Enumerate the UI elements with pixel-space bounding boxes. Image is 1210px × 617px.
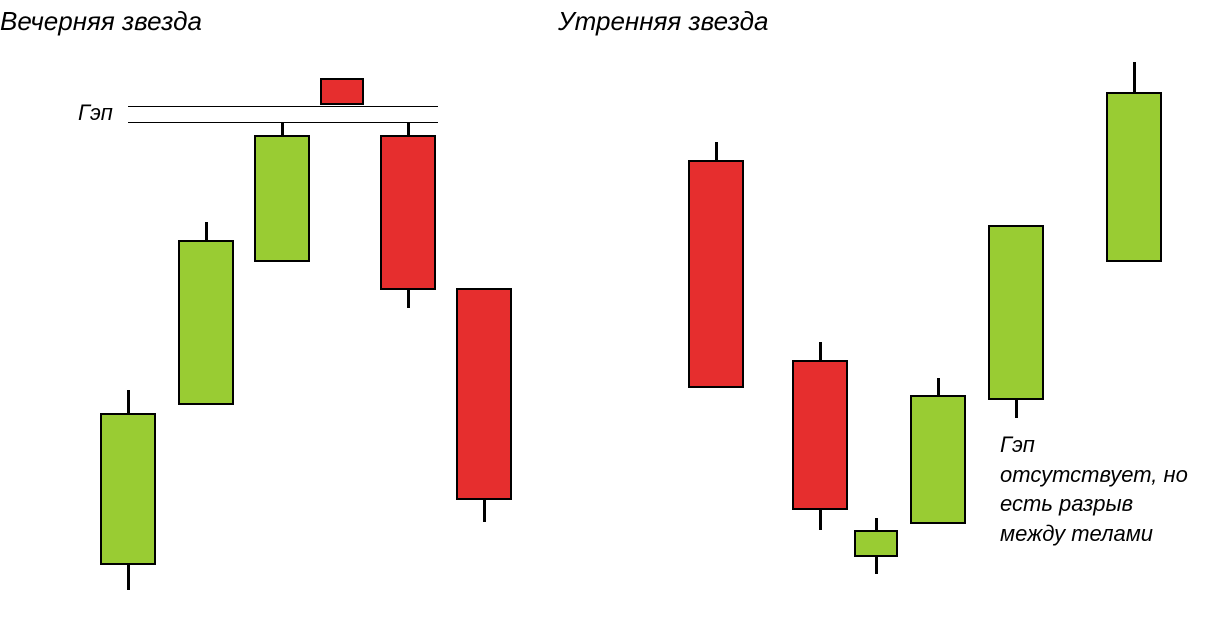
morning-star-wick-upper [875, 518, 878, 530]
morning-star-candle [792, 360, 848, 510]
gap-label: Гэп [78, 100, 113, 126]
morning-star-candle [988, 225, 1044, 400]
evening-star-wick-upper [205, 222, 208, 240]
chart-canvas: Вечерняя звезда Утренняя звезда Гэп Гэпо… [0, 0, 1210, 617]
morning-star-title: Утренняя звезда [558, 6, 768, 37]
morning-star-wick-lower [1015, 400, 1018, 418]
morning-star-wick-lower [819, 510, 822, 530]
morning-star-wick-upper [819, 342, 822, 360]
morning-star-wick-upper [1133, 62, 1136, 92]
morning-star-wick-upper [715, 142, 718, 160]
evening-star-candle [320, 78, 364, 105]
evening-star-wick-upper [281, 122, 284, 135]
evening-star-title: Вечерняя звезда [0, 6, 202, 37]
evening-star-wick-lower [407, 290, 410, 308]
evening-star-wick-lower [127, 565, 130, 590]
gap-line [128, 106, 438, 107]
evening-star-wick-lower [483, 500, 486, 522]
evening-star-candle [380, 135, 436, 290]
gap-absent-annotation: Гэпотсутствует, ноесть разрывмежду телам… [1000, 430, 1188, 549]
evening-star-candle [456, 288, 512, 500]
evening-star-candle [254, 135, 310, 262]
morning-star-wick-lower [875, 557, 878, 574]
evening-star-candle [178, 240, 234, 405]
evening-star-wick-upper [127, 390, 130, 413]
morning-star-candle [854, 530, 898, 557]
morning-star-candle [1106, 92, 1162, 262]
evening-star-wick-upper [407, 122, 410, 135]
morning-star-candle [910, 395, 966, 524]
morning-star-candle [688, 160, 744, 388]
morning-star-wick-upper [937, 378, 940, 395]
evening-star-candle [100, 413, 156, 565]
